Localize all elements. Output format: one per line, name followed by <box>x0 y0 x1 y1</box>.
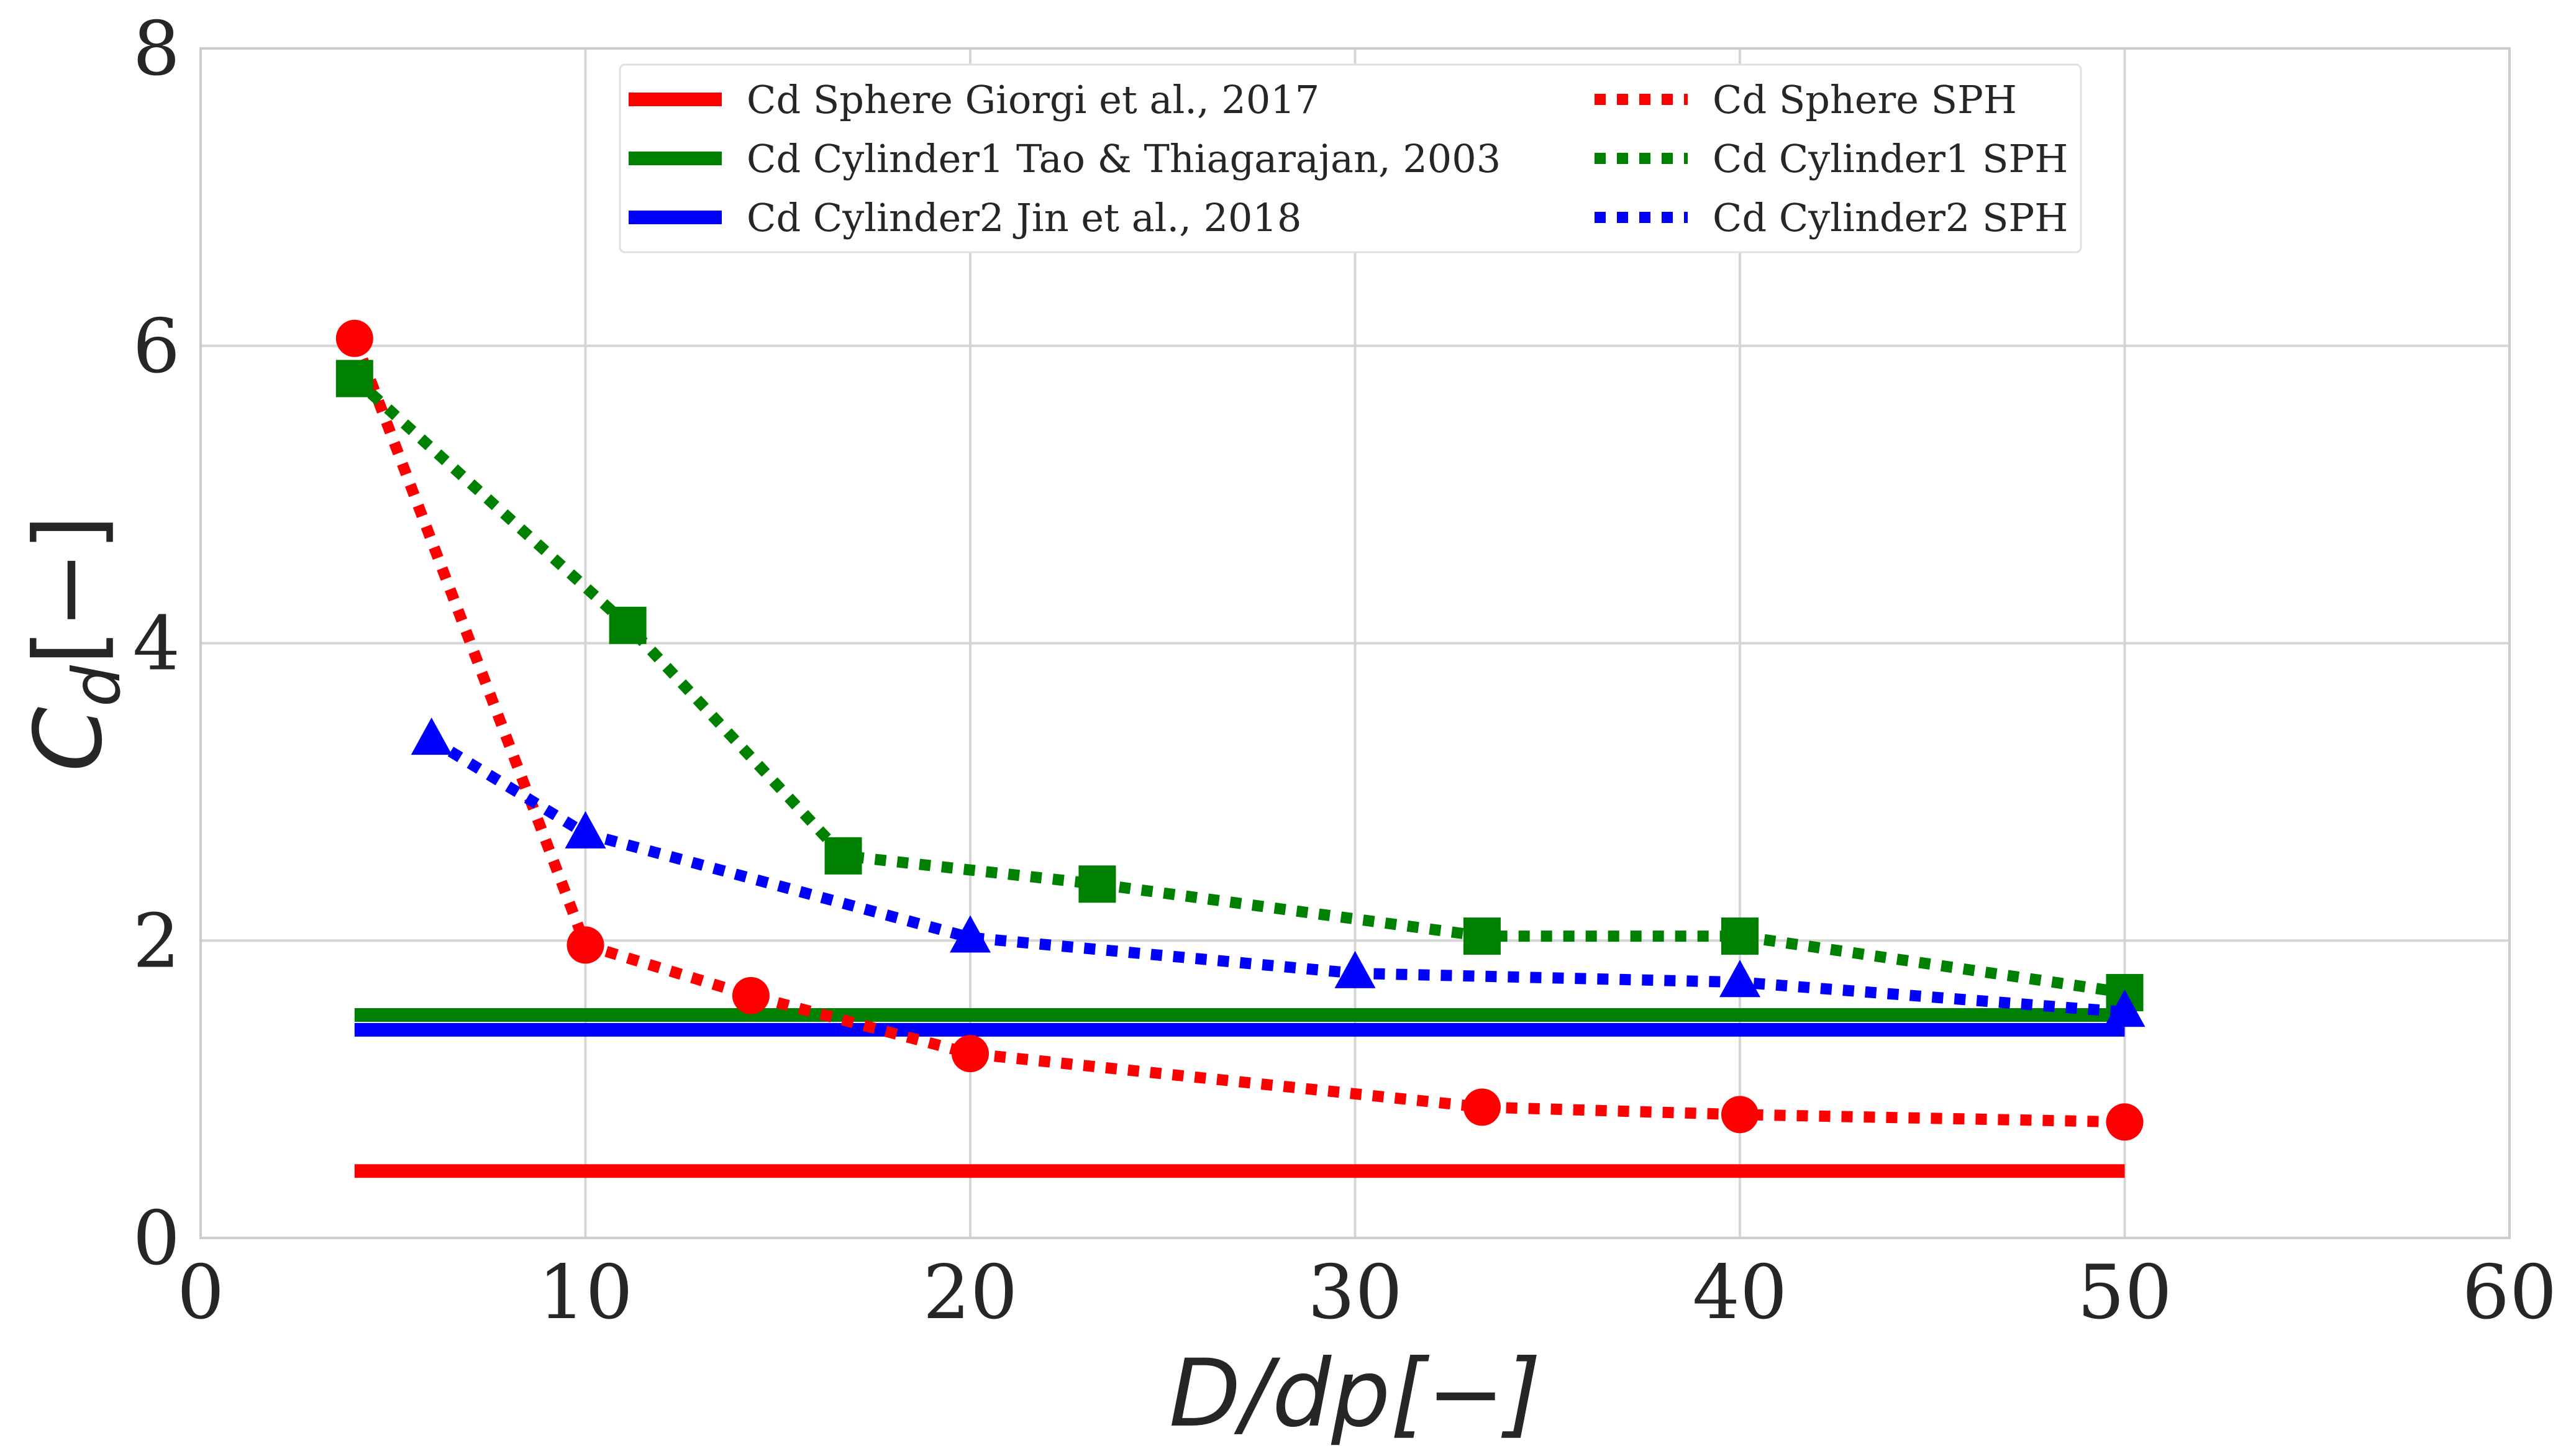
legend-label: Cd Sphere SPH <box>1713 77 2017 122</box>
legend-item: Cd Cylinder2 Jin et al., 2018 <box>629 195 1301 240</box>
series-4 <box>335 360 2144 1012</box>
data-point <box>1334 950 1376 988</box>
data-point <box>2106 1103 2144 1141</box>
y-tick-label: 2 <box>133 898 180 985</box>
series-line <box>429 735 2126 1018</box>
data-point <box>567 926 604 964</box>
data-point <box>952 1035 989 1073</box>
legend-box <box>619 63 2082 253</box>
legend-label: Cd Cylinder1 SPH <box>1713 136 2068 181</box>
data-point <box>732 976 770 1014</box>
x-tick-label: 30 <box>1308 1250 1403 1336</box>
data-point <box>950 915 991 953</box>
x-tick-label: 50 <box>2077 1250 2172 1336</box>
data-point <box>2104 990 2146 1027</box>
x-tick-label: 10 <box>538 1250 633 1336</box>
data-point <box>335 319 373 357</box>
data-point <box>411 717 452 755</box>
data-point <box>609 606 647 644</box>
data-point <box>824 837 862 875</box>
ticks: 0 10 20 30 40 50 60 0 2 4 6 8 <box>133 6 2557 1336</box>
legend-item: Cd Cylinder1 SPH <box>1595 136 2068 181</box>
x-tick-label: 40 <box>1693 1250 1788 1336</box>
series-layer <box>335 319 2146 1178</box>
legend-label: Cd Cylinder1 Tao & Thiagarajan, 2003 <box>747 136 1501 181</box>
legend-item: Cd Sphere SPH <box>1595 77 2017 122</box>
data-point <box>565 811 606 849</box>
data-point <box>1463 1088 1501 1126</box>
legend-item: Cd Cylinder1 Tao & Thiagarajan, 2003 <box>629 136 1501 181</box>
legend-item: Cd Sphere Giorgi et al., 2017 <box>629 77 1319 122</box>
legend: Cd Sphere Giorgi et al., 2017 Cd Cylinder… <box>619 63 2082 253</box>
legend-item: Cd Cylinder2 SPH <box>1595 195 2068 240</box>
y-tick-label: 0 <box>133 1196 180 1282</box>
data-point <box>1078 865 1116 903</box>
legend-label: Cd Sphere Giorgi et al., 2017 <box>747 77 1319 122</box>
y-tick-label: 8 <box>133 6 180 93</box>
data-point <box>335 360 373 398</box>
y-axis-label: Cd[−] <box>15 514 135 771</box>
data-point <box>1721 1096 1759 1134</box>
data-point <box>1463 917 1501 955</box>
x-tick-label: 0 <box>177 1250 224 1336</box>
data-point <box>1721 917 1759 955</box>
x-tick-label: 60 <box>2462 1250 2557 1336</box>
x-tick-label: 20 <box>923 1250 1018 1336</box>
series-5 <box>411 717 2146 1027</box>
data-point <box>1719 960 1760 998</box>
axes-border <box>199 47 2511 1239</box>
series-3 <box>335 319 2144 1141</box>
legend-label: Cd Cylinder2 Jin et al., 2018 <box>747 195 1301 240</box>
y-tick-label: 4 <box>133 601 180 688</box>
axes-frame <box>199 47 2511 1239</box>
y-tick-label: 6 <box>133 304 180 390</box>
legend-label: Cd Cylinder2 SPH <box>1713 195 2068 240</box>
x-axis-label: D/dp[−] <box>1169 1340 1541 1448</box>
